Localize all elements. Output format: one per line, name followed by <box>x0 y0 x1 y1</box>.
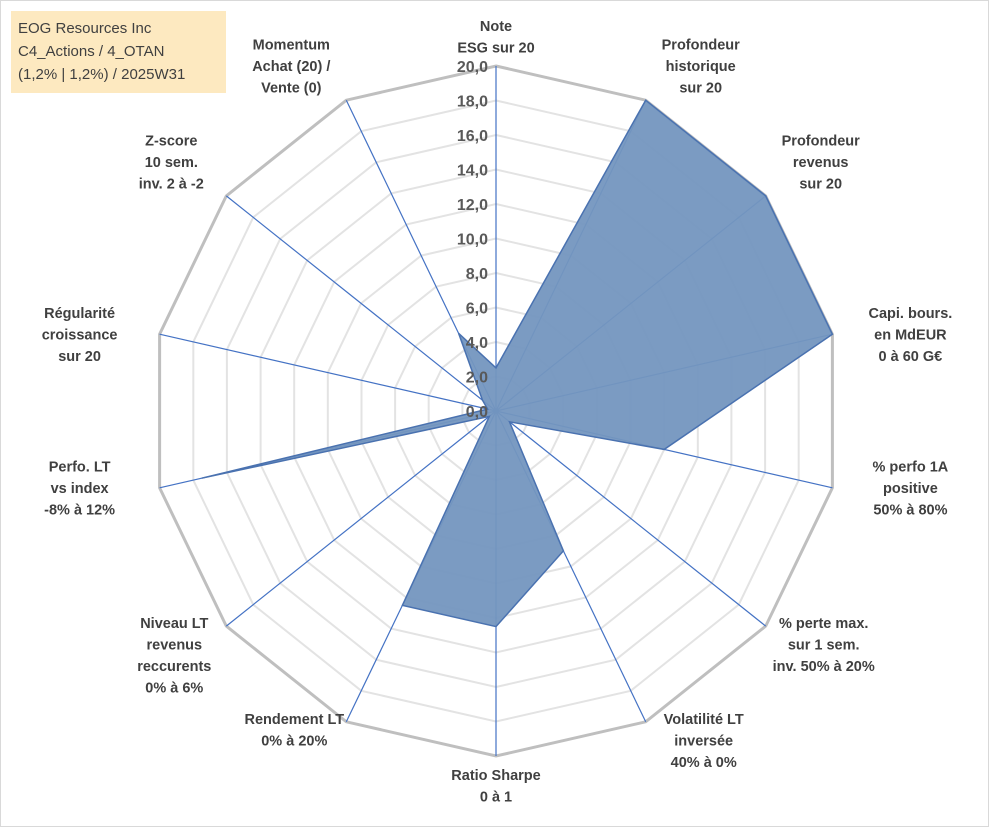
radar-series <box>201 99 834 628</box>
info-box: EOG Resources Inc C4_Actions / 4_OTAN (1… <box>11 11 226 93</box>
axis-label-line: Ratio Sharpe <box>451 768 540 784</box>
axis-label-9: Niveau LT revenus reccurents 0% à 6% <box>137 616 211 697</box>
axis-label-5: % perte max. sur 1 sem. inv. 50% à 20% <box>773 616 875 675</box>
tick-label: 18,0 <box>457 94 488 111</box>
axis-label-line: historique <box>666 59 736 75</box>
tick-label: 6,0 <box>466 301 488 318</box>
axis-label-line: 50% à 80% <box>873 503 947 519</box>
axis-label-0: Note ESG sur 20 <box>457 19 534 57</box>
axis-label-line: Régularité <box>44 306 115 322</box>
axis-label-line: -8% à 12% <box>44 503 115 519</box>
axis-label-line: reccurents <box>137 659 211 675</box>
axis-label-line: inv. 50% à 20% <box>773 659 875 675</box>
axis-label-line: Capi. bours. <box>869 306 953 322</box>
weights-and-week: (1,2% | 1,2%) / 2025W31 <box>18 66 186 83</box>
spoke-5 <box>495 410 767 627</box>
axis-label-line: positive <box>883 481 938 497</box>
axis-label-line: revenus <box>146 638 202 654</box>
axis-label-line: 40% à 0% <box>671 755 737 771</box>
axis-label-line: Vente (0) <box>261 81 322 97</box>
axis-label-line: sur 20 <box>58 349 101 365</box>
axis-label-line: Achat (20) / <box>252 59 330 75</box>
axis-label-line: croissance <box>42 328 118 344</box>
spoke-9 <box>225 410 497 627</box>
tick-label: 16,0 <box>457 128 488 145</box>
axis-label-line: vs index <box>51 481 109 497</box>
tick-label: 4,0 <box>466 335 488 352</box>
axis-label-10: Perfo. LT vs index -8% à 12% <box>44 460 115 519</box>
axis-label-line: en MdEUR <box>874 328 947 344</box>
axis-label-line: ESG sur 20 <box>457 41 534 57</box>
axis-label-line: Rendement LT <box>244 712 344 728</box>
tick-label: 0,0 <box>466 404 488 421</box>
axis-label-line: Niveau LT <box>140 616 208 632</box>
axis-label-line: % perte max. <box>779 616 868 632</box>
axis-label-line: % perfo 1A <box>873 460 949 476</box>
axis-label-line: Note <box>480 19 512 35</box>
axis-label-13: Momentum Achat (20) / Vente (0) <box>252 38 330 97</box>
axis-label-line: 0% à 6% <box>145 681 203 697</box>
radar-tick-labels: 0,0 2,0 4,0 6,0 8,0 10,0 12,0 14,0 16,0 18,0 20,0 <box>457 59 488 421</box>
axis-label-line: Perfo. LT <box>49 460 111 476</box>
axis-label-line: 0 à 60 G€ <box>879 349 943 365</box>
tick-label: 8,0 <box>466 266 488 283</box>
axis-label-line: Z-score <box>145 133 197 149</box>
axis-label-line: inversée <box>674 733 733 749</box>
axis-label-line: Momentum <box>253 38 330 54</box>
axis-label-line: Profondeur <box>662 38 740 54</box>
company-name: EOG Resources Inc <box>18 20 152 37</box>
tick-label: 2,0 <box>466 370 488 387</box>
spoke-11 <box>159 333 497 412</box>
axis-label-12: Z-score 10 sem. inv. 2 à -2 <box>139 133 204 192</box>
axis-label-6: Volatilité LT inversée 40% à 0% <box>664 712 744 771</box>
axis-label-line: revenus <box>793 155 849 171</box>
axis-label-line: 0 à 1 <box>480 790 512 806</box>
axis-label-2: Profondeur revenus sur 20 <box>782 133 860 192</box>
axis-label-line: sur 20 <box>799 176 842 192</box>
tick-label: 10,0 <box>457 232 488 249</box>
axis-label-8: Rendement LT 0% à 20% <box>244 712 344 750</box>
axis-label-line: inv. 2 à -2 <box>139 176 204 192</box>
axis-label-11: Régularité croissance sur 20 <box>42 306 118 365</box>
axis-label-line: sur 20 <box>679 81 722 97</box>
axis-label-line: Profondeur <box>782 133 860 149</box>
axis-label-line: 0% à 20% <box>261 733 327 749</box>
tick-label: 20,0 <box>457 59 488 76</box>
series-area <box>201 99 834 628</box>
axis-label-line: 10 sem. <box>145 155 198 171</box>
radar-axis-labels: Note ESG sur 20 Profondeur historique sur 20… <box>42 19 953 806</box>
portfolio-category: C4_Actions / 4_OTAN <box>18 43 165 60</box>
axis-label-3: Capi. bours. en MdEUR 0 à 60 G€ <box>869 306 953 365</box>
axis-label-line: Volatilité LT <box>664 712 744 728</box>
tick-label: 14,0 <box>457 163 488 180</box>
axis-label-4: % perfo 1A positive 50% à 80% <box>873 460 949 519</box>
axis-label-7: Ratio Sharpe 0 à 1 <box>451 768 540 806</box>
tick-label: 12,0 <box>457 197 488 214</box>
axis-label-line: sur 1 sem. <box>788 638 860 654</box>
axis-label-1: Profondeur historique sur 20 <box>662 38 740 97</box>
spoke-12 <box>225 195 497 412</box>
